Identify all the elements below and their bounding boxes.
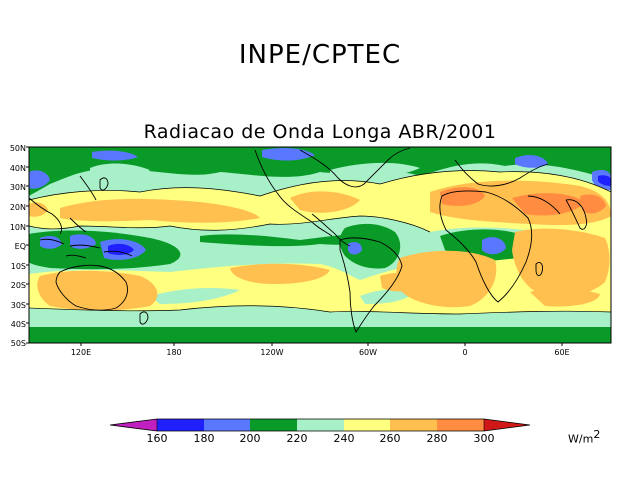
map-title: Radiacao de Onda Longa ABR/2001 [143,121,497,143]
lat-label-50s: 50S [10,339,26,348]
lat-label-30n: 30N [9,183,26,192]
colorbar-label-240: 240 [333,432,355,445]
units-text: W/m [568,432,594,446]
south-africa-orange [512,228,610,297]
lon-label-60w: 60W [358,348,378,357]
colorbar-swatch-240-260 [344,419,390,431]
colorbar-swatch-160-180 [157,419,204,431]
colorbar-under-arrow [110,419,157,431]
coast-new-zealand [139,311,149,325]
colorbar-swatch-200-220 [250,419,297,431]
lon-label-120e: 120E [70,348,92,357]
coast-arabia-india [527,195,587,230]
coast-europe [454,159,549,187]
org-title: INPE/CPTEC [238,40,402,70]
colorbar-label-280: 280 [426,432,448,445]
north-west-pacific-orange [60,198,260,223]
axis-ticks [26,146,563,346]
africa-blue [482,237,506,255]
colorbar-label-180: 180 [193,432,215,445]
arabia-darkorange [512,193,585,216]
coastlines [29,147,587,333]
north-atlantic-lightgreen [330,162,420,178]
colorbar-label-260: 260 [379,432,401,445]
coast-australia [55,264,128,311]
lat-label-20n: 20N [9,203,26,212]
blue-cell-west [29,170,50,189]
lon-label-120w: 120W [260,348,284,357]
colorbar-swatch-260-280 [390,419,437,431]
coast-asia-east [29,175,97,235]
lon-label-60e: 60E [554,348,570,357]
colorbar-swatch-220-240 [297,419,344,431]
blue-cell-north-pacific [92,150,138,161]
blue-cell-europe [515,155,548,168]
coast-south-america [339,237,403,333]
amazon-green [339,223,401,269]
colorbar-label-200: 200 [239,432,261,445]
lat-label-40n: 40N [9,164,26,173]
australia-orange [37,270,158,311]
blue-cell-east-core [598,175,611,186]
colorbar-swatch-180-200 [204,419,250,431]
colorbar-swatch-280-300 [437,419,484,431]
itcz-east-pacific-green [200,234,380,247]
contour-south [29,305,611,315]
lat-label-40s: 40S [10,320,26,329]
colorbar-label-220: 220 [286,432,308,445]
colorbar-label-300: 300 [473,432,495,445]
south-pacific-green-strip [150,288,240,304]
lon-label-0: 0 [462,348,468,357]
lat-label-10s: 10S [10,262,26,271]
colorbar [109,418,531,432]
units-label: W/m2 [568,428,600,446]
sahara-darkorange [440,187,485,206]
coast-central-america [311,213,351,247]
lat-label-10n: 10N [9,223,26,232]
lat-label-50n: 50N [9,144,26,153]
south-atlantic-green-strip [360,289,415,304]
lat-label-20s: 20S [10,281,26,290]
units-exponent: 2 [593,428,601,441]
north-west-orange [29,202,48,217]
lat-label-eq: EQ [14,242,26,251]
lat-label-30s: 30S [10,301,26,310]
contour-lines [29,170,611,315]
contour-itcz [29,215,431,233]
lon-label-180: 180 [166,348,182,357]
south-band-green [29,326,611,343]
north-band-green [29,147,611,196]
coast-africa [439,190,533,303]
coast-indonesia [39,238,133,259]
south-atlantic-orange [396,250,497,308]
coast-north-america [254,147,411,237]
mexico-orange [290,191,360,213]
india-orange [580,194,606,214]
colorbar-over-arrow [484,419,530,431]
south-indian-orange [530,288,600,307]
south-band-lightgreen [29,312,611,327]
coast-japan [99,177,109,191]
coast-madagascar [535,261,543,277]
colorbar-label-160: 160 [146,432,168,445]
olr-field [29,147,611,343]
itcz-west-blue-core [108,243,134,255]
contour-north [29,170,611,201]
amazon-blue [348,242,362,255]
south-pacific-orange [230,263,330,284]
